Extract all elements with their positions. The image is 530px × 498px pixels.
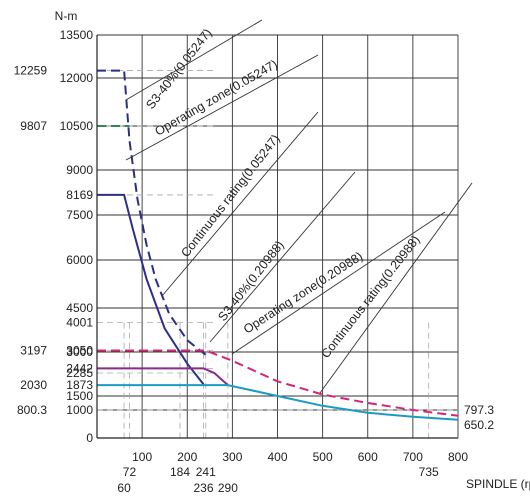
y-inner-mark-label: 4001 <box>66 316 93 330</box>
y-outer-mark-label: 12259 <box>14 64 48 78</box>
x-mark-label: 60 <box>117 481 131 495</box>
x-tick-label: 500 <box>313 450 333 464</box>
x-mark-label: 241 <box>196 465 216 479</box>
annotation-label: Continuous rating(0.05247) <box>178 132 282 260</box>
y-outer-mark-label: 2030 <box>20 378 47 392</box>
x-mark-label: 184 <box>170 465 190 479</box>
y-tick-label: 1500 <box>66 389 93 403</box>
series-line-2 <box>97 193 205 385</box>
series-line-3 <box>97 349 459 417</box>
x-tick-label: 600 <box>358 450 378 464</box>
y-inner-mark-label: 2285 <box>66 366 93 380</box>
x-axis-label: SPINDLE (rpm) <box>466 477 530 491</box>
annotation-leader-line <box>161 111 319 297</box>
y-inner-mark-label: 8169 <box>66 188 93 202</box>
annotation-leader-line <box>209 171 356 343</box>
x-tick-label: 100 <box>132 450 152 464</box>
y-inner-mark-label: 2442 <box>66 361 93 375</box>
y-tick-label: 4500 <box>66 301 93 315</box>
axes <box>96 35 458 439</box>
annotations: S3-40%(0.05247)Operating zone(0.05247)Co… <box>125 19 473 394</box>
y-tick-label: 10500 <box>60 119 94 133</box>
x-tick-label: 800 <box>448 450 468 464</box>
guide-lines <box>97 70 458 438</box>
annotation-leader-line <box>125 54 319 161</box>
end-label: 650.2 <box>464 418 494 432</box>
y-tick-label: 12000 <box>60 71 94 85</box>
y-tick-label: 9000 <box>66 163 93 177</box>
annotation-leader-line <box>319 182 473 394</box>
x-tick-label: 700 <box>403 450 423 464</box>
series-layer <box>97 69 459 421</box>
series-line-5 <box>97 384 459 421</box>
y-axis-label: N-m <box>55 9 78 23</box>
end-label: 797.3 <box>464 403 494 417</box>
y-inner-mark-label: 3050 <box>66 344 93 358</box>
x-mark-label: 236 <box>193 481 213 495</box>
series-line-0 <box>97 69 207 356</box>
series-line-4 <box>97 367 229 386</box>
x-tick-label: 400 <box>267 450 287 464</box>
y-tick-label: 7500 <box>66 208 93 222</box>
x-mark-label: 735 <box>419 465 439 479</box>
y-outer-mark-label: 9807 <box>20 119 47 133</box>
annotation-label: Continuous rating(0.20988) <box>318 233 422 361</box>
x-tick-label: 200 <box>177 450 197 464</box>
y-tick-label: 1000 <box>66 403 93 417</box>
y-tick-label: 0 <box>86 431 93 445</box>
y-tick-label: 13500 <box>60 28 94 42</box>
y-inner-mark-label: 1873 <box>66 378 93 392</box>
x-mark-label: 290 <box>218 481 238 495</box>
x-mark-label: 72 <box>123 465 137 479</box>
x-tick-label: 300 <box>222 450 242 464</box>
y-tick-label: 6000 <box>66 253 93 267</box>
y-tick-label: 3000 <box>66 345 93 359</box>
y-outer-mark-label: 800.3 <box>17 403 47 417</box>
annotation-leader-line <box>125 19 263 101</box>
y-outer-mark-label: 3197 <box>20 344 47 358</box>
annotation-leader-line <box>231 211 446 355</box>
